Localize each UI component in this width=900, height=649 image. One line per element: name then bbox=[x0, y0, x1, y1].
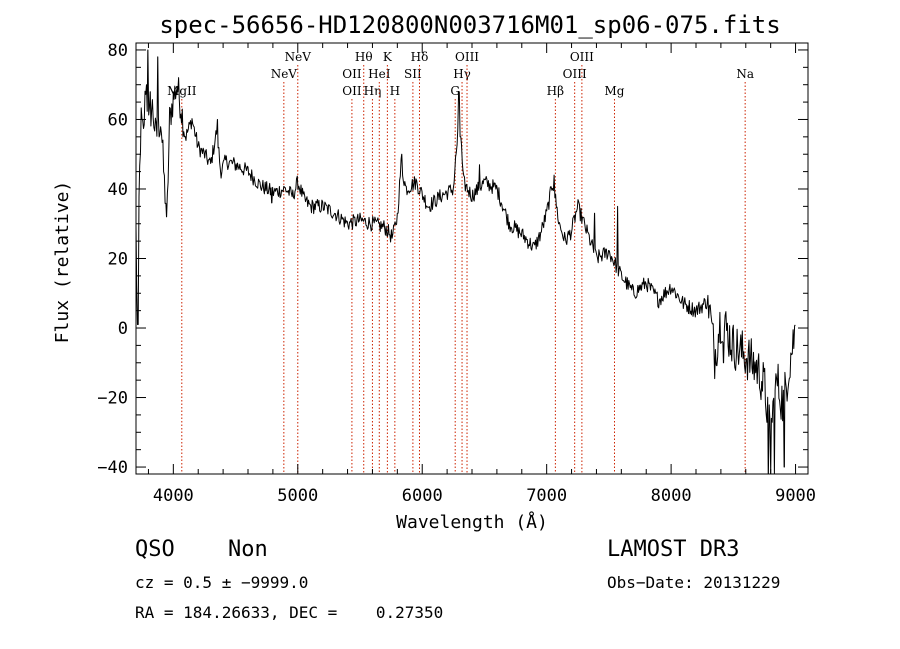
plot-frame bbox=[135, 42, 809, 475]
y-axis-label: Flux (relative) bbox=[52, 181, 73, 344]
emission-line-layer: MgII NeV NeV OII OII Hθ Hη HeI K H SII Hδ G Hγ OIII Hβ O… bbox=[167, 50, 754, 474]
y-tick-label: 20 bbox=[108, 250, 128, 270]
axes-layer: 4000 5000 6000 7000 8000 9000 −40 −20 0 20 40 60 80 bbox=[97, 41, 816, 506]
redshift-readout: cz = 0.5 ± −9999.0 bbox=[135, 573, 309, 592]
emission-line-label: NeV bbox=[285, 50, 312, 64]
emission-line-label: Hδ bbox=[411, 50, 429, 64]
chart-title: spec-56656-HD120800N003716M01_sp06-075.f… bbox=[159, 11, 780, 39]
emission-line-label: MgII bbox=[167, 84, 197, 98]
x-tick-label: 6000 bbox=[402, 486, 443, 506]
emission-line-label: Hγ bbox=[453, 67, 471, 81]
emission-line-label: Hη bbox=[364, 84, 382, 98]
object-class: QSO bbox=[135, 537, 175, 562]
spectrum-chart: spec-56656-HD120800N003716M01_sp06-075.f… bbox=[52, 11, 816, 533]
observation-date: Obs−Date: 20131229 bbox=[607, 573, 781, 592]
x-axis-label: Wavelength (Å) bbox=[396, 511, 548, 533]
emission-line-label: HeI bbox=[368, 67, 391, 81]
emission-line-label: H bbox=[390, 84, 400, 98]
emission-line-label: K bbox=[383, 50, 393, 64]
emission-line-label: Hβ bbox=[547, 84, 564, 98]
coordinates-readout: RA = 184.26633, DEC = 0.27350 bbox=[135, 603, 444, 622]
emission-line-label: OIII bbox=[570, 50, 594, 64]
emission-line-label: OIII bbox=[563, 67, 587, 81]
y-tick-label: 40 bbox=[108, 180, 128, 200]
y-tick-label: 0 bbox=[118, 319, 128, 339]
emission-line-label: SII bbox=[404, 67, 422, 81]
emission-line-label: Mg bbox=[605, 84, 625, 98]
y-tick-label: 60 bbox=[108, 110, 128, 130]
object-subclass: Non bbox=[228, 537, 268, 562]
x-tick-label: 7000 bbox=[526, 486, 567, 506]
emission-line-label: Na bbox=[736, 67, 754, 81]
survey-name: LAMOST DR3 bbox=[607, 537, 740, 562]
spectrum-line bbox=[135, 49, 796, 475]
y-tick-label: −20 bbox=[97, 389, 128, 409]
x-tick-label: 4000 bbox=[153, 486, 194, 506]
emission-line-label: G bbox=[450, 84, 460, 98]
x-tick-label: 5000 bbox=[277, 486, 318, 506]
emission-line-label: NeV bbox=[271, 67, 298, 81]
emission-line-label: Hθ bbox=[355, 50, 373, 64]
x-tick-label: 9000 bbox=[775, 486, 816, 506]
emission-line-label: OIII bbox=[455, 50, 479, 64]
emission-line-label: OII bbox=[342, 67, 362, 81]
x-tick-label: 8000 bbox=[651, 486, 692, 506]
emission-line-label: OII bbox=[342, 84, 362, 98]
y-tick-label: 80 bbox=[108, 41, 128, 61]
y-tick-label: −40 bbox=[97, 458, 128, 478]
